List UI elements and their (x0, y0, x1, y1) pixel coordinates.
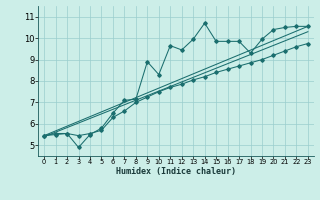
X-axis label: Humidex (Indice chaleur): Humidex (Indice chaleur) (116, 167, 236, 176)
